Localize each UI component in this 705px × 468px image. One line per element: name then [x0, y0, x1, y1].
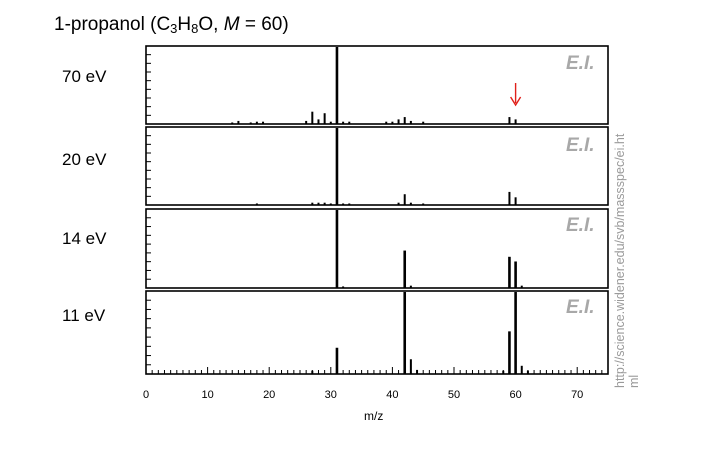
panel-label-70ev: 70 eV [62, 67, 107, 86]
ei-tag-14ev: E.I. [566, 215, 595, 236]
panel-label-14ev: 14 eV [62, 229, 107, 248]
panel-frame-11ev [145, 290, 609, 375]
chart-title: 1-propanol (C3H8O, M = 60) [54, 14, 289, 36]
panel-frame-70ev [145, 45, 609, 125]
x-tick-label-30: 30 [325, 389, 337, 401]
x-tick-label-0: 0 [143, 389, 149, 401]
x-tick-label-40: 40 [386, 389, 398, 401]
x-tick-label-50: 50 [448, 389, 460, 401]
red-arrow-icon-head [510, 96, 522, 107]
x-tick-label-70: 70 [571, 389, 583, 401]
x-tick-label-20: 20 [263, 389, 275, 401]
source-url-line2: ml [627, 375, 640, 388]
panel-label-11ev: 11 eV [62, 306, 106, 325]
x-tick-label-10: 10 [201, 389, 213, 401]
panel-frame-14ev [145, 208, 609, 289]
x-tick-label-60: 60 [509, 389, 521, 401]
ei-tag-20ev: E.I. [566, 135, 595, 156]
panel-frame-20ev [145, 126, 609, 206]
x-axis-label: m/z [364, 409, 384, 423]
source-url: http://science.widener.edu/svb/massspec/… [613, 133, 640, 388]
ei-tag-11ev: E.I. [566, 297, 595, 318]
panel-label-20ev: 20 eV [62, 150, 107, 169]
ei-tag-70ev: E.I. [566, 53, 595, 74]
source-url-line1: http://science.widener.edu/svb/massspec/… [613, 133, 627, 388]
